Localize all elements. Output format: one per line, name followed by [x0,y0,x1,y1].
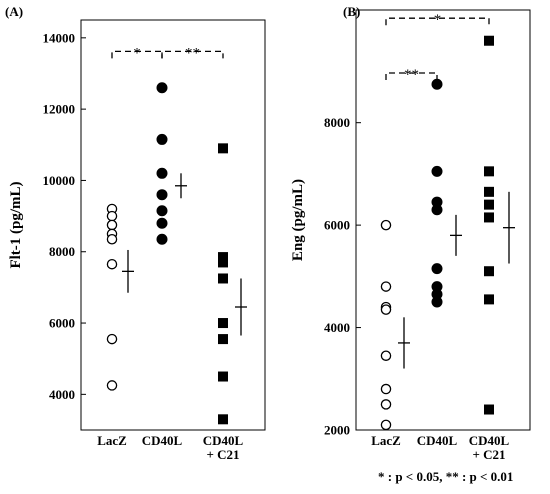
data-point [484,212,494,223]
data-point [380,350,392,361]
data-point [218,334,228,345]
data-point [156,82,168,94]
significance-footnote: * : p < 0.05, ** : p < 0.01 [378,469,514,484]
data-point [106,333,118,345]
y-tick-label: 6000 [324,218,350,233]
data-point [156,167,168,179]
y-axis-title: Flt-1 (pg/mL) [8,181,24,268]
category-label: CD40L [142,433,183,448]
panel-label: (B) [343,4,360,19]
category-label: LacZ [371,433,401,448]
category-label: CD40L [417,433,458,448]
data-point [106,258,118,270]
panel-a: (A) 4000 6000 8000 10000 12000 14000 Flt-1 (pg/… [5,4,266,462]
category-label: CD40L [469,433,510,448]
data-point [484,266,494,277]
data-point [218,252,228,263]
y-tick-label: 14000 [43,30,76,45]
data-point [156,205,168,217]
data-point [218,273,228,284]
data-point [380,219,392,231]
significance-label: ** [185,45,200,61]
plot-frame [80,19,266,431]
significance-bracket [385,72,438,80]
data-point [156,233,168,245]
data-point [218,371,228,382]
data-point [218,318,228,329]
data-point [156,217,168,229]
data-point [380,304,392,315]
data-point [106,234,118,245]
y-tick-label: 4000 [49,387,75,402]
data-point [431,204,443,216]
data-point [484,35,494,46]
data-point [431,296,443,308]
significance-label: * [434,12,442,28]
data-point [380,419,392,431]
significance-label: * [133,45,141,61]
y-tick-label: 4000 [324,320,350,335]
data-point [156,189,168,201]
data-point [431,78,443,90]
data-point [484,404,494,415]
y-tick-label: 12000 [43,102,76,117]
category-label: + C21 [472,447,505,462]
y-tick-label: 8000 [49,244,75,259]
panel-b: (B) 2000 4000 6000 8000 Eng (pg/mL) LacZ CD40L C… [290,4,531,462]
significance-label: ** [404,67,419,83]
data-point [380,399,392,410]
data-point [380,281,392,292]
data-point [431,165,443,177]
data-point [484,166,494,177]
y-axis-title: Eng (pg/mL) [290,179,306,261]
y-tick-label: 2000 [324,423,350,438]
data-point [484,186,494,197]
data-point [106,210,118,222]
data-point [106,219,118,231]
y-tick-label: 6000 [49,316,75,331]
data-point [156,133,168,145]
y-tick-label: 10000 [43,173,76,188]
data-point [484,294,494,305]
data-point [218,143,228,154]
plot-frame [355,9,531,431]
data-point [484,199,494,210]
data-point [380,383,392,395]
data-point [218,257,228,268]
data-point [106,380,118,391]
category-label: CD40L [203,433,244,448]
category-label: + C21 [206,447,239,462]
y-tick-label: 8000 [324,115,350,130]
data-point [431,263,443,275]
category-label: LacZ [97,433,127,448]
significance-bracket [161,50,224,59]
data-point [218,414,228,425]
significance-bracket [385,17,490,26]
panel-label: (A) [5,4,23,19]
